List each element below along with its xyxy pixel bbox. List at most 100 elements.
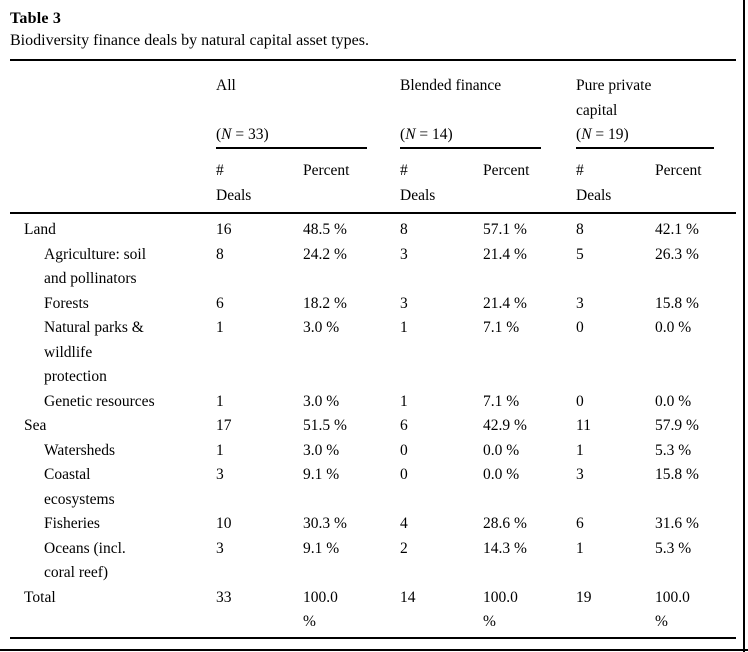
cell-private-percent: 57.9 %: [655, 417, 699, 434]
page-border-right: [743, 0, 745, 652]
cell-private-percent: 15.8 %: [655, 466, 699, 483]
row-label: Agriculture: soil and pollinators: [44, 245, 147, 288]
cell-all-percent: 48.5 %: [303, 221, 347, 238]
cell-blended-deals: 3: [400, 294, 408, 312]
empty-corner-cell: [10, 149, 216, 214]
group-name: Pure private capital: [576, 77, 652, 119]
cell-private-deals: 5: [576, 245, 584, 263]
n-open: (: [400, 126, 406, 143]
cell-private-deals: 3: [576, 294, 584, 312]
cell-private-deals: 11: [576, 417, 591, 434]
cell-all-deals: 3: [216, 466, 224, 483]
cell-blended-percent: 14.3 %: [483, 539, 527, 557]
cell-private-percent: 15.8 %: [655, 294, 699, 312]
group-name: All: [216, 77, 236, 94]
cell-blended-percent: 7.1 %: [483, 319, 520, 336]
cell-all-percent: 51.5 %: [303, 417, 347, 434]
cell-all-percent: 18.2 %: [303, 294, 347, 312]
row-label: Watersheds: [44, 441, 116, 459]
cell-blended-deals: 2: [400, 539, 408, 557]
cell-private-deals: 0: [576, 319, 584, 336]
cell-private-deals: 3: [576, 466, 584, 483]
cell-all-percent: 3.0 %: [303, 392, 340, 410]
page-border-bottom: [0, 649, 748, 651]
data-table: All (N = 33) Blended finance (N = 14) Pu…: [10, 59, 737, 639]
cell-all-percent: 9.1 %: [303, 539, 340, 557]
table-row-land: Land 16 48.5 % 8 57.1 % 8 42.1 %: [10, 213, 736, 243]
cell-all-percent: 9.1 %: [303, 466, 340, 483]
cell-blended-percent: 7.1 %: [483, 392, 520, 410]
table-header: All (N = 33) Blended finance (N = 14) Pu…: [10, 60, 737, 214]
cell-blended-percent: 21.4 %: [483, 294, 527, 312]
cell-blended-percent: 57.1 %: [483, 221, 527, 238]
cell-blended-deals: 0: [400, 466, 408, 483]
table-row-sea: Sea 17 51.5 % 6 42.9 % 11 57.9 %: [10, 414, 736, 439]
table-row-agriculture: Agriculture: soil and pollinators 8 24.2…: [10, 243, 736, 292]
cell-private-deals: 19: [576, 588, 592, 606]
cell-all-deals: 10: [216, 515, 232, 532]
n-symbol: N: [221, 126, 232, 143]
row-label: Oceans (incl. coral reef): [44, 539, 126, 582]
cell-private-percent: 0.0 %: [655, 392, 692, 410]
table-row-forests: Forests 6 18.2 % 3 21.4 % 3 15.8 %: [10, 292, 736, 317]
cell-private-percent: 5.3 %: [655, 441, 692, 459]
row-label: Forests: [44, 294, 89, 312]
cell-blended-percent: 42.9 %: [483, 417, 527, 434]
col-header-all-percent: Percent: [303, 149, 401, 214]
group-name: Blended finance: [400, 77, 502, 94]
cell-private-deals: 8: [576, 221, 584, 238]
group-rule: [400, 147, 542, 149]
n-open: (: [216, 126, 222, 143]
row-label: Land: [24, 221, 56, 238]
cell-blended-deals: 0: [400, 441, 408, 459]
cell-all-deals: 1: [216, 392, 224, 410]
table-row-fisheries: Fisheries 10 30.3 % 4 28.6 % 6 31.6 %: [10, 512, 736, 537]
cell-private-deals: 1: [576, 539, 584, 557]
cell-all-deals: 16: [216, 221, 232, 238]
cell-all-percent: 100.0 %: [303, 588, 338, 631]
col-header-private-deals: # Deals: [576, 149, 656, 214]
group-n-count: (N = 33): [216, 123, 400, 147]
group-header-all: All (N = 33): [216, 60, 400, 149]
empty-corner-cell: [10, 60, 216, 149]
cell-blended-deals: 1: [400, 392, 408, 410]
row-label: Genetic resources: [44, 392, 155, 410]
n-value: = 14): [415, 126, 453, 143]
row-label: Sea: [24, 417, 47, 434]
cell-all-deals: 3: [216, 539, 224, 557]
cell-all-deals: 1: [216, 441, 224, 459]
row-label: Natural parks & wildlife protection: [44, 319, 144, 385]
cell-private-percent: 100.0 %: [655, 588, 690, 631]
table-number: Table 3: [10, 10, 62, 27]
cell-blended-deals: 14: [400, 588, 416, 606]
group-header-blended: Blended finance (N = 14): [400, 60, 576, 149]
cell-private-percent: 0.0 %: [655, 319, 692, 336]
group-n-count: (N = 14): [400, 123, 576, 147]
group-header-row: All (N = 33) Blended finance (N = 14) Pu…: [10, 60, 736, 149]
col-header-blended-percent: Percent: [483, 149, 577, 214]
cell-all-percent: 3.0 %: [303, 319, 340, 336]
table-body: Land 16 48.5 % 8 57.1 % 8 42.1 % Agricul…: [10, 213, 736, 638]
cell-blended-deals: 3: [400, 245, 408, 263]
subheader-row: # Deals Percent # Deals Percent # Deals …: [10, 149, 737, 214]
row-label: Coastal ecosystems: [44, 466, 115, 508]
n-value: = 33): [231, 126, 269, 143]
table-caption: Table 3 Biodiversity finance deals by na…: [10, 8, 736, 53]
n-symbol: N: [405, 126, 416, 143]
table-row-natural-parks: Natural parks & wildlife protection 1 3.…: [10, 316, 736, 390]
row-label: Fisheries: [44, 515, 100, 532]
cell-blended-percent: 28.6 %: [483, 515, 527, 532]
cell-blended-deals: 4: [400, 515, 408, 532]
cell-private-percent: 5.3 %: [655, 539, 692, 557]
cell-private-percent: 42.1 %: [655, 221, 699, 238]
cell-blended-deals: 8: [400, 221, 408, 238]
n-open: (: [576, 126, 582, 143]
cell-private-percent: 26.3 %: [655, 245, 699, 263]
cell-all-deals: 6: [216, 294, 224, 312]
table-row-oceans: Oceans (incl. coral reef) 3 9.1 % 2 14.3…: [10, 537, 736, 586]
cell-all-deals: 17: [216, 417, 232, 434]
col-header-blended-deals: # Deals: [400, 149, 484, 214]
table-title: Biodiversity finance deals by natural ca…: [10, 32, 369, 49]
cell-private-deals: 1: [576, 441, 584, 459]
